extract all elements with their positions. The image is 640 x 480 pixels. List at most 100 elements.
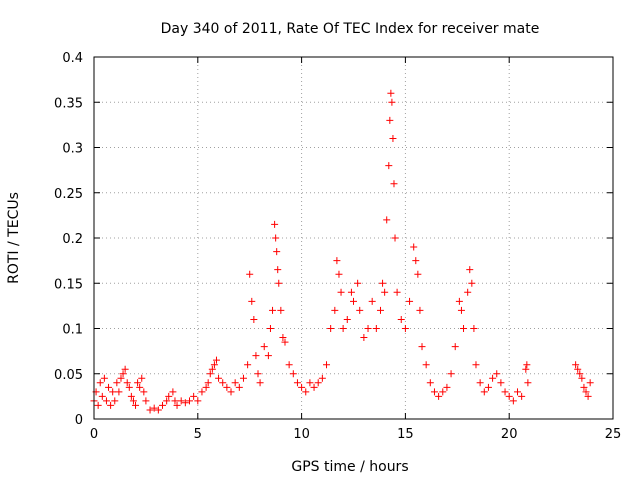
data-point: [339, 325, 347, 332]
data-point: [165, 392, 173, 400]
data-point: [523, 361, 531, 369]
data-point: [383, 216, 391, 224]
data-point: [393, 288, 401, 296]
y-tick-label: 0.35: [54, 96, 83, 111]
x-tick-label: 25: [605, 427, 622, 442]
data-point: [470, 325, 478, 332]
chart-title: Day 340 of 2011, Rate Of TEC Index for r…: [161, 21, 540, 37]
y-axis-title: ROTI / TECUs: [6, 192, 22, 284]
data-point: [337, 288, 345, 296]
data-point: [435, 392, 443, 400]
data-point: [113, 379, 121, 387]
data-point: [219, 379, 227, 387]
data-point: [443, 383, 451, 391]
data-point: [190, 392, 198, 400]
data-point: [273, 248, 281, 256]
data-point: [489, 374, 497, 382]
data-point: [119, 370, 127, 378]
data-point: [306, 379, 314, 387]
data-point: [484, 383, 492, 391]
x-tick-label: 20: [501, 427, 518, 442]
data-point: [140, 388, 148, 396]
data-point: [372, 325, 380, 332]
grid-lines: [94, 57, 613, 419]
data-point: [497, 379, 505, 387]
data-point: [387, 89, 395, 97]
data-point: [248, 297, 256, 305]
data-points: [90, 89, 594, 414]
data-point: [125, 383, 133, 391]
data-point: [250, 315, 258, 323]
data-point: [146, 406, 154, 414]
data-point: [111, 397, 119, 405]
data-point: [360, 334, 368, 342]
data-point: [266, 325, 274, 332]
data-point: [379, 279, 387, 287]
data-point: [397, 315, 405, 323]
data-point: [281, 338, 289, 346]
data-point: [223, 383, 231, 391]
data-point: [455, 297, 463, 305]
data-point: [388, 98, 396, 106]
data-point: [381, 288, 389, 296]
data-point: [198, 388, 206, 396]
x-tick-labels: 0 5 10 15 20 25: [90, 427, 621, 442]
data-point: [310, 383, 318, 391]
data-point: [318, 374, 326, 382]
y-tick-label: 0.2: [62, 232, 83, 247]
data-point: [102, 397, 110, 405]
data-point: [274, 266, 282, 274]
data-point: [177, 397, 185, 405]
data-point: [231, 379, 239, 387]
data-point: [169, 388, 177, 396]
data-point: [412, 257, 420, 265]
data-point: [100, 374, 108, 382]
x-tick-label: 5: [194, 427, 202, 442]
data-point: [227, 388, 235, 396]
data-point: [235, 383, 243, 391]
data-point: [580, 383, 588, 391]
data-point: [354, 279, 362, 287]
data-point: [505, 392, 513, 400]
data-point: [244, 361, 252, 369]
data-point: [173, 401, 181, 409]
data-point: [401, 325, 409, 332]
data-point: [171, 397, 179, 405]
data-point: [181, 399, 189, 407]
x-axis-title: GPS time / hours: [291, 459, 408, 475]
data-point: [194, 397, 202, 405]
data-point: [391, 234, 399, 242]
data-point: [457, 306, 465, 314]
data-point: [406, 297, 414, 305]
x-tick-label: 10: [293, 427, 310, 442]
data-point: [468, 279, 476, 287]
data-point: [574, 365, 582, 373]
data-point: [127, 392, 135, 400]
data-point: [464, 288, 472, 296]
data-point: [136, 383, 144, 391]
data-point: [252, 352, 260, 360]
data-point: [254, 370, 262, 378]
data-point: [212, 356, 220, 364]
data-point: [271, 220, 279, 228]
data-point: [522, 365, 530, 373]
data-point: [480, 388, 488, 396]
data-point: [331, 306, 339, 314]
data-point: [364, 325, 372, 332]
data-point: [163, 397, 171, 405]
data-point: [123, 379, 131, 387]
y-tick-label: 0.15: [54, 277, 83, 292]
y-tick-labels: 0 0.05 0.1 0.15 0.2 0.25 0.3 0.35 0.4: [54, 51, 83, 428]
data-point: [422, 361, 430, 369]
data-point: [414, 270, 422, 278]
data-point: [134, 379, 142, 387]
data-point: [327, 325, 335, 332]
y-tick-label: 0: [75, 413, 83, 428]
data-point: [150, 404, 158, 412]
data-point: [185, 397, 193, 405]
data-point: [476, 379, 484, 387]
data-point: [246, 270, 254, 278]
data-point: [142, 397, 150, 405]
y-tick-label: 0.1: [62, 323, 83, 338]
